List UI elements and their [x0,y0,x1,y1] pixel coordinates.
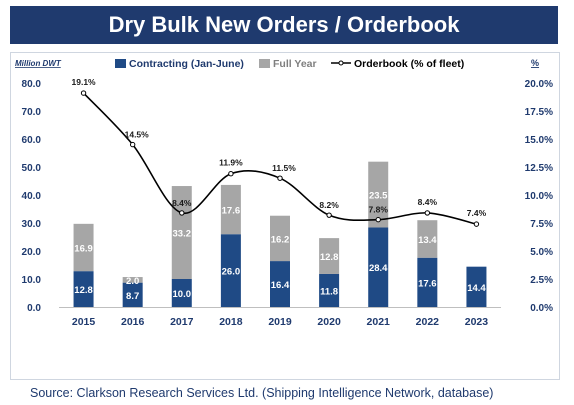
y-tick-left-2: 20.0 [22,247,42,258]
y-tick-right-5: 12.5% [525,163,553,174]
orderbook-point-2016 [129,141,136,148]
legend-marker-orderbook [338,60,344,66]
x-tick-2020: 2020 [317,316,341,328]
bar-full-year-2019 [270,215,290,262]
data-label-full-year-2022: 13.4 [418,235,437,246]
data-label-orderbook-2020: 8.2% [319,200,339,210]
orderbook-point-2023 [473,221,480,227]
orderbook-line [82,92,477,225]
data-label-orderbook-2018: 11.9% [219,158,243,168]
bar-contracting-2015 [73,271,94,307]
bar-contracting-2023 [466,266,487,307]
orderbook-point-2019 [277,175,283,181]
bar-contracting-2019 [270,261,290,307]
data-label-orderbook-2015: 19.1% [72,77,97,87]
data-label-full-year-2015: 16.9 [74,244,93,255]
x-tick-2018: 2018 [219,316,243,328]
bar-full-year-2020 [319,238,340,274]
data-label-contracting-2019: 16.4 [271,280,290,291]
y-tick-right-3: 7.5% [530,219,553,230]
x-tick-2015: 2015 [72,316,96,328]
y-tick-left-1: 10.0 [22,275,42,286]
legend-swatch-full-year [259,59,270,68]
y-tick-left-4: 40.0 [22,191,42,202]
data-label-full-year-2021: 23.5 [369,191,388,202]
y-tick-right-8: 20.0% [525,79,553,90]
orderbook-point-2020 [326,212,332,218]
x-tick-2021: 2021 [367,316,391,328]
orderbook-point-2022 [424,210,431,216]
legend-label-orderbook: Orderbook (% of fleet) [354,58,464,70]
chart-frame: Million DWT% Contracting (Jan-June) Full Y… [10,52,560,380]
data-label-contracting-2018: 26.0 [222,267,241,278]
legend-label-contracting: Contracting (Jan-June) [129,58,244,70]
data-label-orderbook-2017: 8.4% [172,198,192,208]
y-tick-left-5: 50.0 [22,163,42,174]
orderbook-point-2018 [228,171,234,177]
data-label-contracting-2021: 28.4 [369,263,388,274]
bar-contracting-2022 [417,257,438,307]
source-note: Source: Clarkson Research Services Ltd. … [30,386,494,400]
data-label-contracting-2022: 17.6 [418,278,437,289]
data-label-contracting-2017: 10.0 [173,289,192,300]
x-tick-2016: 2016 [121,316,145,328]
y-tick-left-7: 70.0 [22,107,42,118]
bar-contracting-2016 [122,282,143,307]
legend-swatch-contracting [115,59,126,68]
orderbook-point-2017 [179,210,185,216]
data-label-full-year-2018: 17.6 [222,206,241,217]
x-tick-2019: 2019 [268,316,292,328]
data-label-full-year-2020: 12.8 [320,252,339,263]
data-label-full-year-2019: 16.2 [271,234,290,245]
y-tick-left-0: 0.0 [27,303,41,314]
x-tick-2022: 2022 [416,316,440,328]
bar-full-year-2021 [368,161,389,228]
data-label-contracting-2015: 12.8 [74,285,93,296]
data-label-orderbook-2022: 8.4% [418,197,438,207]
x-tick-2023: 2023 [465,316,489,328]
y-tick-right-1: 2.5% [530,275,553,286]
chart-svg: Million DWT % Contracting (Jan-June) Full Y… [15,58,553,328]
data-label-contracting-2020: 11.8 [320,286,338,297]
data-label-contracting-2023: 14.4 [467,283,486,294]
data-label-full-year-2016: 2.0 [126,276,139,287]
bar-full-year-2018 [220,184,241,235]
bar-full-year-2015 [73,223,94,272]
bar-contracting-2017 [171,279,192,307]
orderbook-point-2015 [80,90,87,96]
data-label-orderbook-2019: 11.5% [272,163,296,173]
y-tick-left-8: 80.0 [22,79,42,90]
data-label-orderbook-2016: 14.5% [125,130,150,140]
bar-contracting-2021 [368,227,389,307]
y-tick-right-7: 17.5% [525,107,553,118]
y-tick-right-0: 0.0% [530,303,553,314]
y-tick-left-6: 60.0 [22,135,42,146]
chart-title: Dry Bulk New Orders / Orderbook [10,6,558,44]
y-tick-right-6: 15.0% [525,135,553,146]
bar-full-year-2022 [417,220,438,258]
y-tick-right-4: 10.0% [525,191,553,202]
data-label-full-year-2017: 33.2 [173,229,192,240]
legend-label-full-year: Full Year [273,58,317,70]
data-label-orderbook-2021: 7.8% [369,205,389,215]
y-axis-left-label: Million DWT [15,59,62,68]
bar-full-year-2016 [122,277,143,283]
y-tick-left-3: 30.0 [22,219,42,230]
bar-contracting-2018 [220,234,241,307]
orderbook-point-2021 [375,216,381,223]
y-tick-right-2: 5.0% [530,247,553,258]
data-label-orderbook-2023: 7.4% [467,208,487,218]
data-label-contracting-2016: 8.7 [126,291,139,302]
y-axis-right-label: % [531,58,539,68]
x-tick-2017: 2017 [170,316,194,328]
bar-contracting-2020 [319,273,340,307]
